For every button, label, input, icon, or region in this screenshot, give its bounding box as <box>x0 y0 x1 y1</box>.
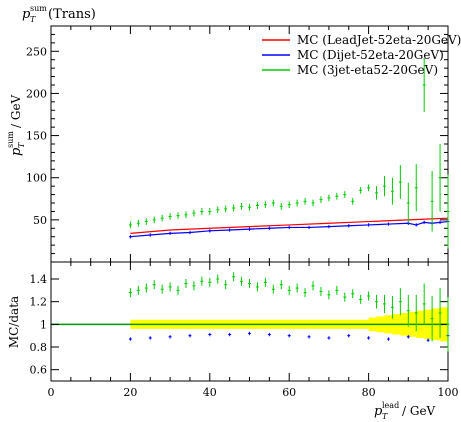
legend: MC (LeadJet-52eta-20GeV)MC (Dijet-52eta-… <box>262 33 461 77</box>
ratio-ylabel: MC/data <box>7 296 21 348</box>
xtick-label: 40 <box>203 386 217 399</box>
xtick-label: 0 <box>48 386 55 399</box>
svg-text:lead: lead <box>382 401 399 410</box>
svg-text:T: T <box>382 412 388 421</box>
ratio-ytick-label: 0.8 <box>30 341 48 354</box>
xlabel: p T lead / GeV <box>374 401 436 421</box>
main-ytick-label: 200 <box>26 87 47 100</box>
main-ytick-label: 50 <box>33 214 47 227</box>
ratio-ytick-label: 1.4 <box>30 273 48 286</box>
svg-text:p: p <box>9 147 24 156</box>
main-ytick-label: 150 <box>26 130 47 143</box>
xtick-label: 80 <box>362 386 376 399</box>
xtick-label: 100 <box>438 386 459 399</box>
plot-title-sup: sum <box>30 4 47 13</box>
plot-title: (Trans) <box>48 7 96 22</box>
main-ytick-label: 250 <box>26 45 47 58</box>
plot-title-sub: T <box>30 15 36 24</box>
svg-text:T: T <box>17 142 26 148</box>
series-line-leadjet <box>130 217 449 234</box>
svg-text:/ GeV: / GeV <box>402 404 436 418</box>
xtick-label: 20 <box>123 386 137 399</box>
svg-text:p: p <box>374 404 383 419</box>
ratio-ytick-label: 0.6 <box>30 364 48 377</box>
legend-label: MC (3jet-eta52-20GeV) <box>297 63 438 77</box>
uncertainty-band <box>51 307 448 342</box>
xtick-label: 60 <box>282 386 296 399</box>
svg-text:/ GeV: / GeV <box>9 94 23 128</box>
main-ytick-label: 100 <box>26 172 47 185</box>
legend-label: MC (LeadJet-52eta-20GeV) <box>297 33 461 47</box>
svg-text:sum: sum <box>6 131 15 148</box>
main-series-group <box>128 58 450 249</box>
tick-labels: 50 100 150 200 250 0.6 0.8 1 1.2 1.4 0 20 40 60 80 100 <box>26 45 459 399</box>
legend-label: MC (Dijet-52eta-20GeV) <box>297 48 444 62</box>
ratio-ytick-label: 1 <box>40 318 47 331</box>
ratio-ytick-label: 1.2 <box>30 296 48 309</box>
main-ylabel: p T sum / GeV <box>6 94 26 156</box>
ratio-series-group <box>128 272 450 352</box>
plot-title-p: p <box>22 7 31 22</box>
axis-ticks <box>50 26 449 381</box>
